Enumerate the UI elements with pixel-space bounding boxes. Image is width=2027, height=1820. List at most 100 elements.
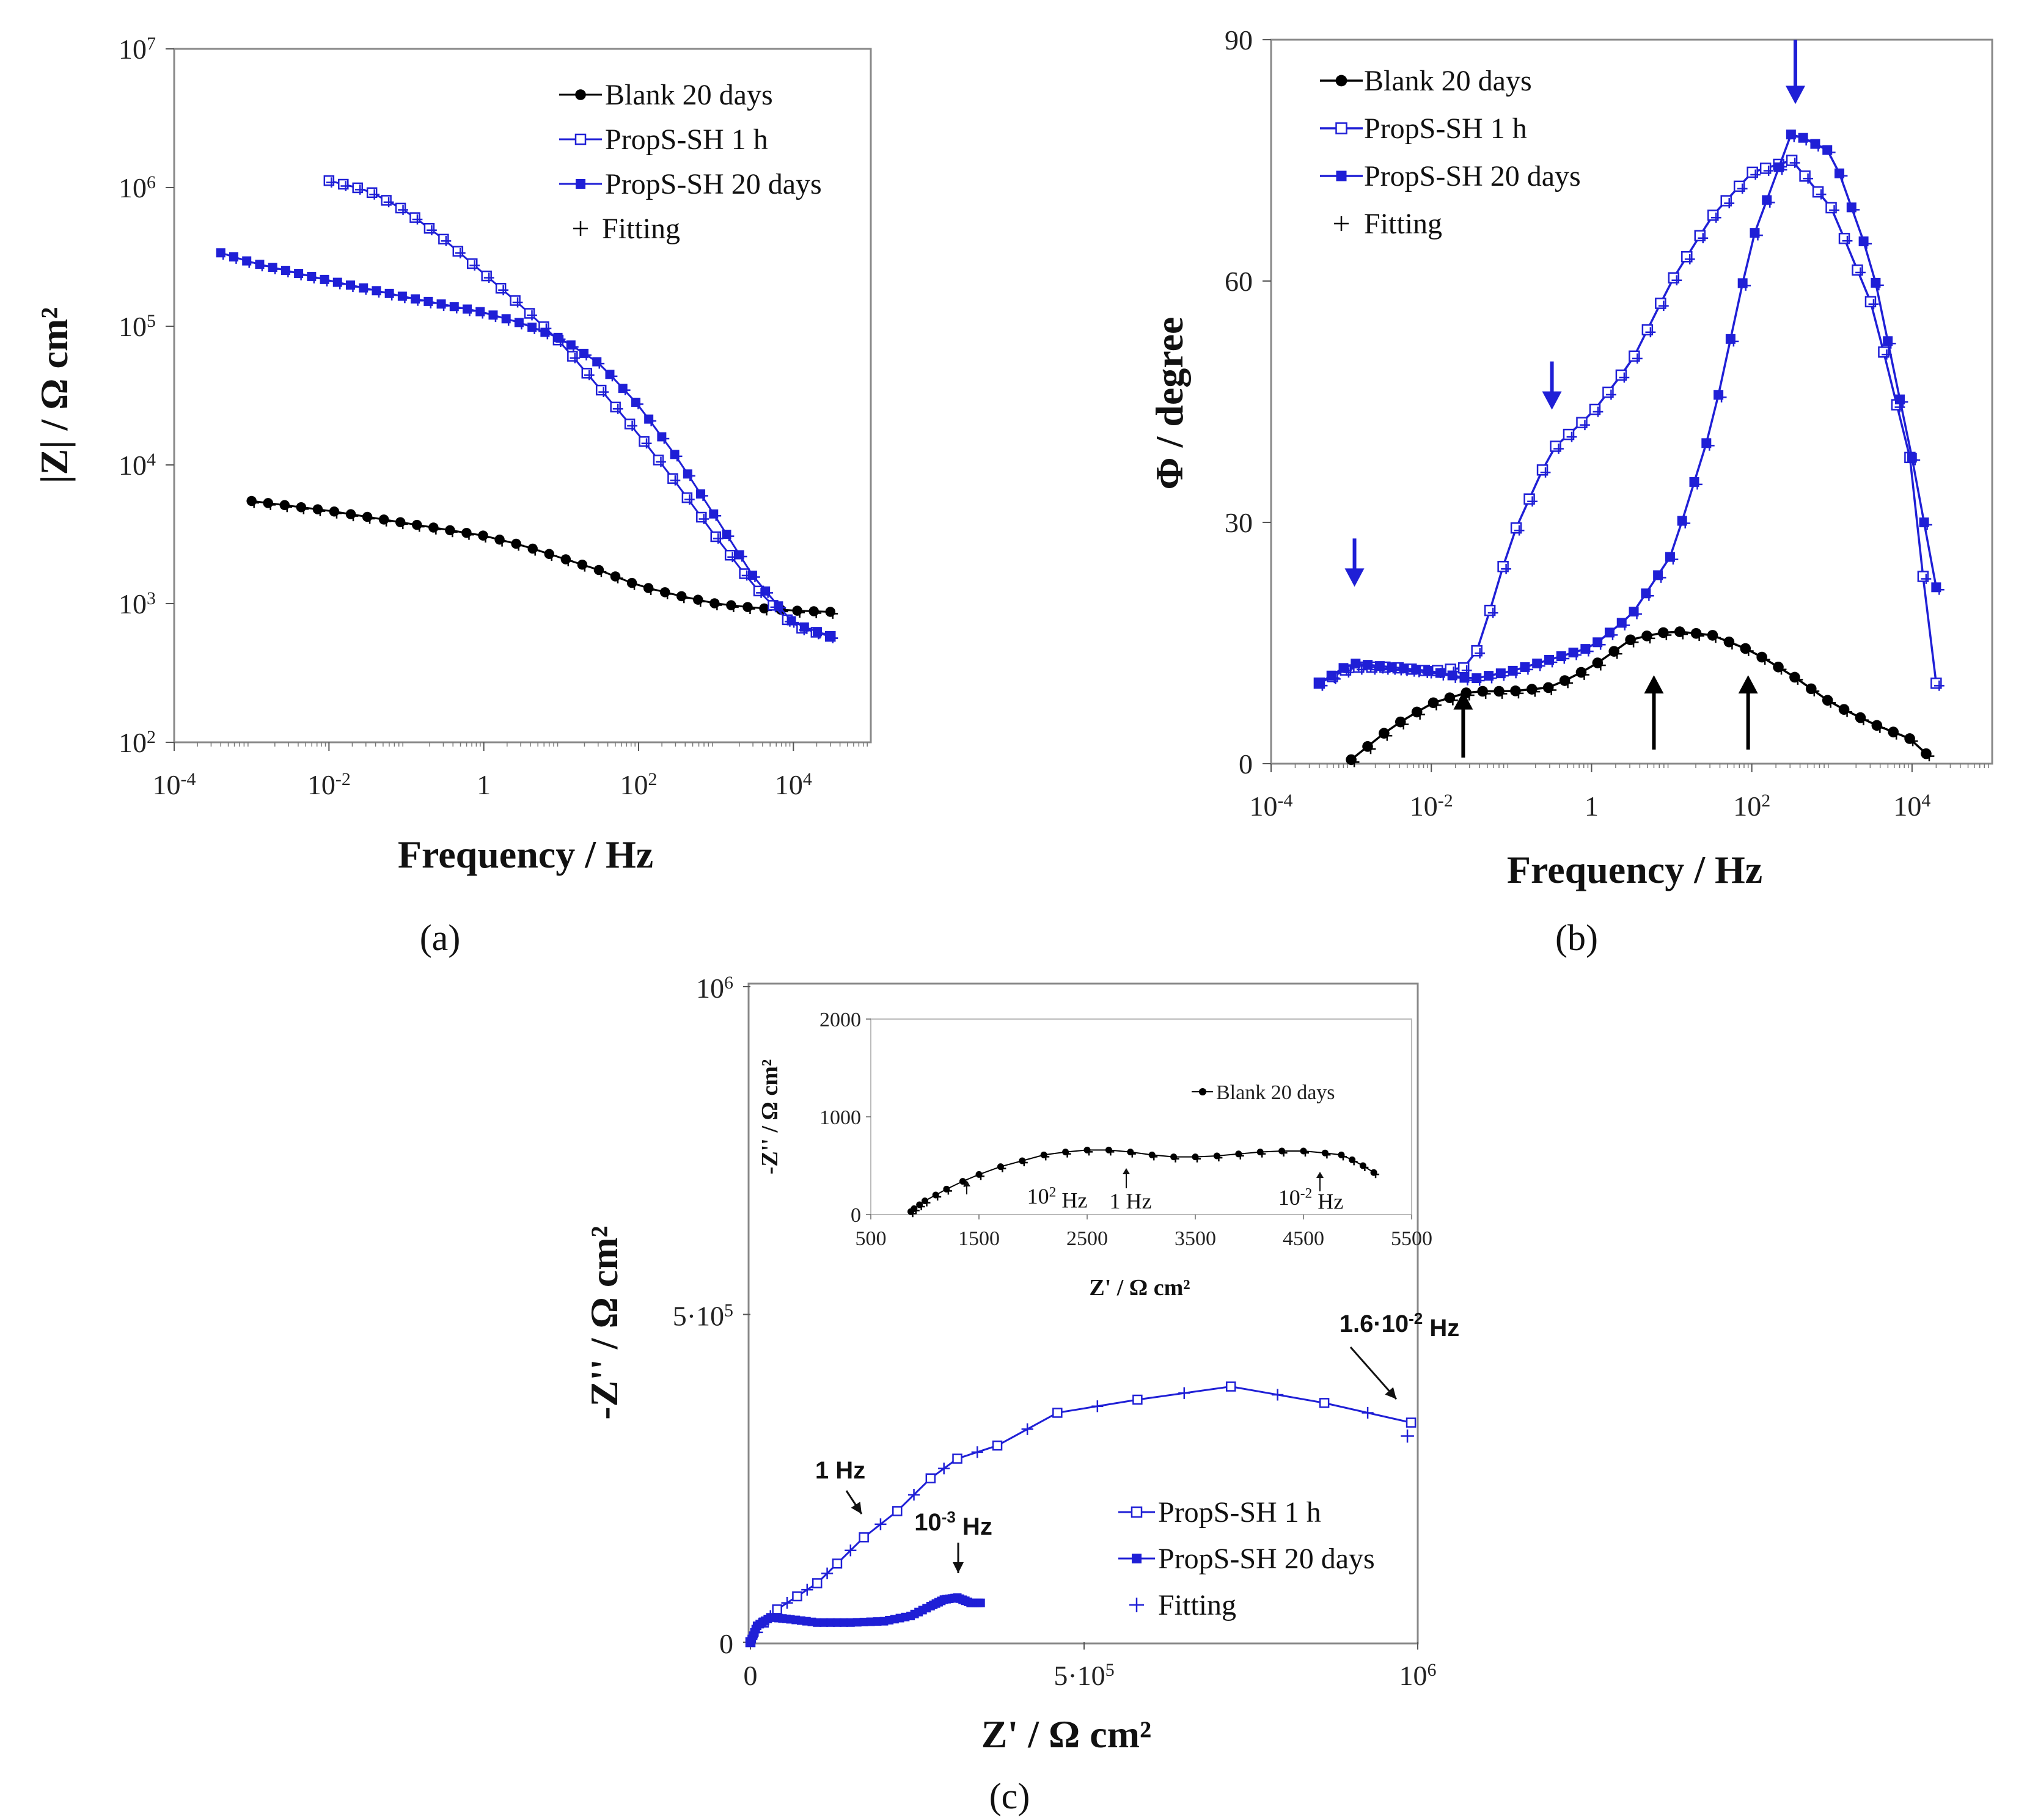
panel-a-legend-entry: PropS-SH 1 h <box>559 123 768 156</box>
panel-a-fit-point <box>438 301 449 311</box>
panel-b-fit-point <box>1559 653 1570 664</box>
panel-a-data-point <box>742 602 753 612</box>
panel-b-fit-point <box>1431 700 1442 711</box>
panel-a-fit-point <box>579 561 590 572</box>
panel-c-legend-label: PropS-SH 1 h <box>1158 1496 1321 1529</box>
inset-arrow-head <box>963 1180 970 1186</box>
panel-a-data-point <box>511 538 521 549</box>
legend-marker <box>575 89 586 100</box>
panel-a-data-point <box>362 511 373 522</box>
panel-b-fit-point <box>1365 744 1376 755</box>
panel-a-fit-point <box>483 272 494 283</box>
panel-a-ytick-label: 107 <box>119 34 156 65</box>
inset-fit-point <box>1302 1149 1309 1157</box>
panel-c-data-point <box>819 1618 829 1627</box>
inset-arrow-head <box>1316 1172 1324 1178</box>
panel-c-data-point <box>792 1591 802 1602</box>
panel-b-fit-point <box>1540 467 1551 478</box>
panel-b-fit-point <box>1365 662 1376 673</box>
panel-c-data-point <box>1319 1398 1330 1408</box>
panel-c-label: (c) <box>989 1776 1030 1816</box>
panel-b-fit-point <box>1849 205 1860 215</box>
inset-legend-label: Blank 20 days <box>1216 1081 1335 1104</box>
panel-a-fit-point <box>698 514 709 524</box>
panel-b-fit-point <box>1377 663 1388 674</box>
panel-b-fit-point <box>1382 730 1393 741</box>
panel-b-fit-point <box>1486 673 1497 684</box>
panel-b-fit-point <box>1415 709 1426 720</box>
panel-c-ytick-label: 106 <box>696 973 733 1004</box>
inset-xtick-label: 5500 <box>1391 1227 1432 1250</box>
panel-c-data-point <box>992 1440 1003 1451</box>
panel-a-fit-point <box>383 197 394 208</box>
panel-a-data-point <box>593 565 604 576</box>
inset-fit-point <box>1063 1150 1071 1158</box>
panel-a-fit-point <box>684 470 695 481</box>
inset-xtick-label: 2500 <box>1066 1227 1108 1250</box>
panel-c-series-props-sh-20-days <box>746 1593 985 1646</box>
panel-a-data-point <box>676 591 687 602</box>
panel-c-fit-point <box>801 1584 813 1596</box>
annotation-arrow-head <box>851 1502 862 1514</box>
panel-a-fit-point <box>728 602 739 613</box>
panel-a-fit-point <box>629 579 640 590</box>
panel-b-arrow-black-up <box>1738 675 1758 750</box>
panel-c-fit-point <box>1362 1406 1374 1419</box>
panel-a-series <box>216 175 838 644</box>
panel-b-fit-point <box>1547 657 1558 668</box>
panel-a-legend: Blank 20 days PropS-SH 1 h PropS-SH 20 day… <box>559 79 822 245</box>
panel-a-fit-point <box>594 358 605 369</box>
panel-b-fit-point <box>1934 680 1945 691</box>
inset-annotation-text: 1 Hz <box>1110 1189 1152 1213</box>
panel-b-fit-point <box>1643 590 1654 601</box>
panel-b-fit-point <box>1759 654 1770 665</box>
panel-b-fit-point <box>1353 660 1364 671</box>
panel-b-fit-point <box>1743 646 1754 656</box>
panel-a-fit-point <box>231 254 241 264</box>
panel-b-fit-point <box>1873 280 1884 291</box>
panel-b-fit-point <box>1426 668 1437 679</box>
panel-b-fit-point <box>1527 496 1538 507</box>
panel-c-xtick-label: 0 <box>744 1660 758 1691</box>
panel-c-annotations: 1 Hz 10-3 Hz 1.6·10-2 Hz <box>815 1309 1459 1573</box>
panel-b-fit-point <box>1698 233 1709 244</box>
panel-a-label: (a) <box>420 918 461 958</box>
inset-fit-point <box>944 1187 952 1195</box>
panel-a-series-blank-20-days <box>246 495 838 619</box>
panel-a-fit-point <box>607 371 618 382</box>
panel-c-fit-point <box>821 1567 834 1579</box>
panel-b-fit-point <box>1809 685 1820 696</box>
panel-b-fit-point <box>1632 608 1642 619</box>
panel-b-fit-point <box>1390 664 1401 675</box>
panel-a-fit-point <box>480 532 491 543</box>
panel-b-fit-point <box>1874 722 1885 733</box>
panel-a-fit-point <box>321 276 332 287</box>
panel-a-ytick-label: 102 <box>119 727 156 758</box>
panel-c-legend-entry: PropS-SH 20 days <box>1118 1543 1375 1575</box>
panel-b-ytick-label: 90 <box>1225 24 1253 56</box>
panel-c-data-point <box>1225 1381 1236 1392</box>
panel-a-fit-point <box>298 503 309 514</box>
panel-b-fit-point <box>1724 198 1735 208</box>
panel-a-fit-point <box>386 290 397 301</box>
inset-fit-point <box>1042 1153 1050 1161</box>
panel-b-series-blank-20-days <box>1346 626 1935 767</box>
panel-a-data-point <box>296 502 307 513</box>
panel-b-label: (b) <box>1555 918 1598 958</box>
panel-c-fit-point <box>971 1446 983 1458</box>
inset-ytick-label: 0 <box>851 1204 861 1227</box>
panel-b-fit-point <box>1704 440 1715 451</box>
panel-a-fit-point <box>427 225 437 236</box>
panel-a-legend-entry: PropS-SH 20 days <box>559 168 822 200</box>
panel-c-data-point <box>826 1618 835 1627</box>
panel-a-fit-point <box>364 513 375 524</box>
panel-c-data-point <box>925 1473 936 1483</box>
panel-c: 0 5·105 106 0 5·105 106 1 Hz 10-3 Hz 1.6·10-2 H… <box>582 973 1459 1816</box>
panel-a-ytick-label: 103 <box>119 588 156 619</box>
panel-c-data-point <box>976 1598 985 1607</box>
panel-b-fit-point <box>1438 670 1449 681</box>
panel-b-fit-point <box>1776 164 1787 175</box>
panel-c-legend-entry: Fitting <box>1129 1589 1236 1621</box>
panel-b-xtick-label: 1 <box>1585 791 1599 822</box>
